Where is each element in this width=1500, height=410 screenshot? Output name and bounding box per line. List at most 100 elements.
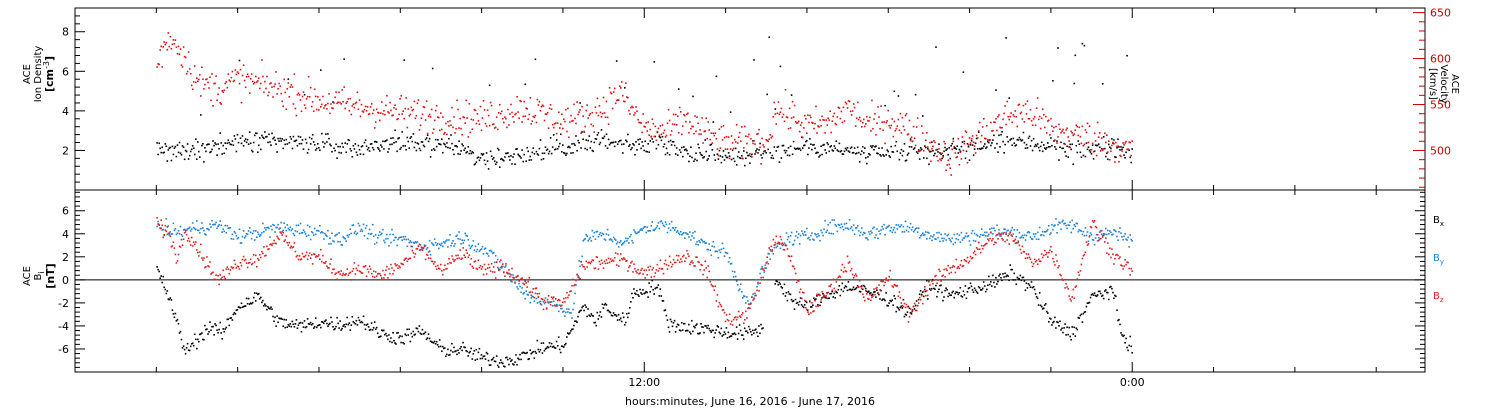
- data-point: [885, 121, 887, 124]
- data-point: [681, 133, 683, 136]
- data-point: [210, 150, 212, 153]
- data-point: [609, 238, 612, 240]
- data-point: [541, 298, 544, 301]
- data-point: [342, 100, 344, 103]
- data-point: [751, 156, 753, 158]
- data-point: [559, 127, 561, 129]
- data-point: [554, 305, 557, 307]
- data-point: [991, 142, 993, 144]
- data-point: [1050, 232, 1052, 234]
- data-point: [809, 301, 811, 303]
- data-point: [1113, 143, 1115, 145]
- data-point: [352, 320, 355, 323]
- data-point: [604, 239, 607, 241]
- data-point: [1052, 228, 1054, 231]
- data-point: [1003, 276, 1005, 278]
- data-point: [288, 141, 291, 144]
- data-point: [963, 258, 966, 261]
- data-point: [543, 152, 546, 154]
- data-point: [587, 261, 589, 264]
- data-point: [542, 105, 545, 107]
- data-point: [578, 276, 580, 279]
- data-point: [465, 349, 467, 352]
- data-point: [399, 236, 401, 239]
- data-point: [688, 160, 690, 163]
- data-point: [1071, 296, 1073, 298]
- data-point: [397, 137, 399, 140]
- data-point: [312, 110, 315, 112]
- data-point: [614, 239, 617, 241]
- data-point: [923, 234, 925, 236]
- data-point: [1065, 155, 1067, 157]
- data-point: [528, 113, 531, 116]
- data-point: [776, 242, 779, 245]
- data-point: [573, 302, 575, 305]
- data-point: [635, 293, 637, 295]
- data-point: [870, 292, 872, 294]
- data-point: [796, 301, 799, 304]
- data-point: [216, 278, 218, 281]
- data-point: [975, 134, 978, 137]
- data-point: [624, 240, 626, 243]
- data-point: [541, 352, 544, 354]
- data-point: [779, 235, 782, 238]
- data-point: [621, 312, 624, 314]
- data-point: [569, 121, 571, 123]
- data-point: [264, 80, 266, 83]
- data-point: [740, 316, 742, 318]
- data-point: [392, 233, 394, 236]
- data-point: [594, 106, 597, 108]
- data-point: [303, 320, 306, 322]
- data-point: [418, 129, 421, 131]
- data-point: [623, 242, 625, 244]
- data-point: [171, 233, 174, 235]
- data-point: [1100, 233, 1103, 236]
- data-point: [1089, 151, 1092, 153]
- data-point: [994, 121, 996, 124]
- data-point: [491, 271, 494, 273]
- data-point: [837, 150, 840, 152]
- data-point: [905, 229, 908, 232]
- data-point: [1018, 136, 1021, 139]
- data-point: [979, 233, 982, 236]
- data-point: [339, 273, 341, 275]
- data-point: [902, 225, 905, 228]
- data-point: [177, 253, 180, 256]
- data-point: [1012, 233, 1015, 235]
- data-point: [587, 117, 589, 119]
- data-point: [1023, 251, 1026, 253]
- data-point: [655, 269, 658, 271]
- data-point: [203, 88, 205, 90]
- data-point: [510, 155, 512, 157]
- data-point: [863, 118, 865, 121]
- data-point: [538, 147, 541, 150]
- data-point: [693, 265, 695, 267]
- data-point: [794, 120, 797, 123]
- data-point: [1094, 237, 1097, 239]
- data-point: [810, 116, 812, 119]
- data-point: [539, 139, 542, 141]
- data-point: [727, 136, 730, 138]
- data-point: [1110, 231, 1112, 234]
- data-point: [810, 143, 812, 145]
- data-point: [438, 339, 441, 341]
- data-point: [218, 87, 220, 89]
- data-point: [458, 127, 460, 129]
- data-point: [407, 140, 410, 143]
- data-point: [958, 163, 961, 166]
- data-point: [463, 149, 465, 151]
- data-point: [176, 232, 179, 234]
- data-point: [637, 293, 639, 296]
- data-point: [677, 88, 680, 90]
- data-point: [818, 235, 820, 237]
- data-point: [977, 131, 980, 133]
- data-point: [836, 116, 839, 118]
- data-point: [446, 267, 448, 270]
- data-point: [854, 227, 857, 229]
- data-point: [608, 261, 611, 264]
- data-point: [909, 308, 912, 310]
- data-point: [1095, 226, 1098, 229]
- data-point: [512, 116, 514, 118]
- data-point: [957, 293, 960, 296]
- data-point: [178, 245, 181, 248]
